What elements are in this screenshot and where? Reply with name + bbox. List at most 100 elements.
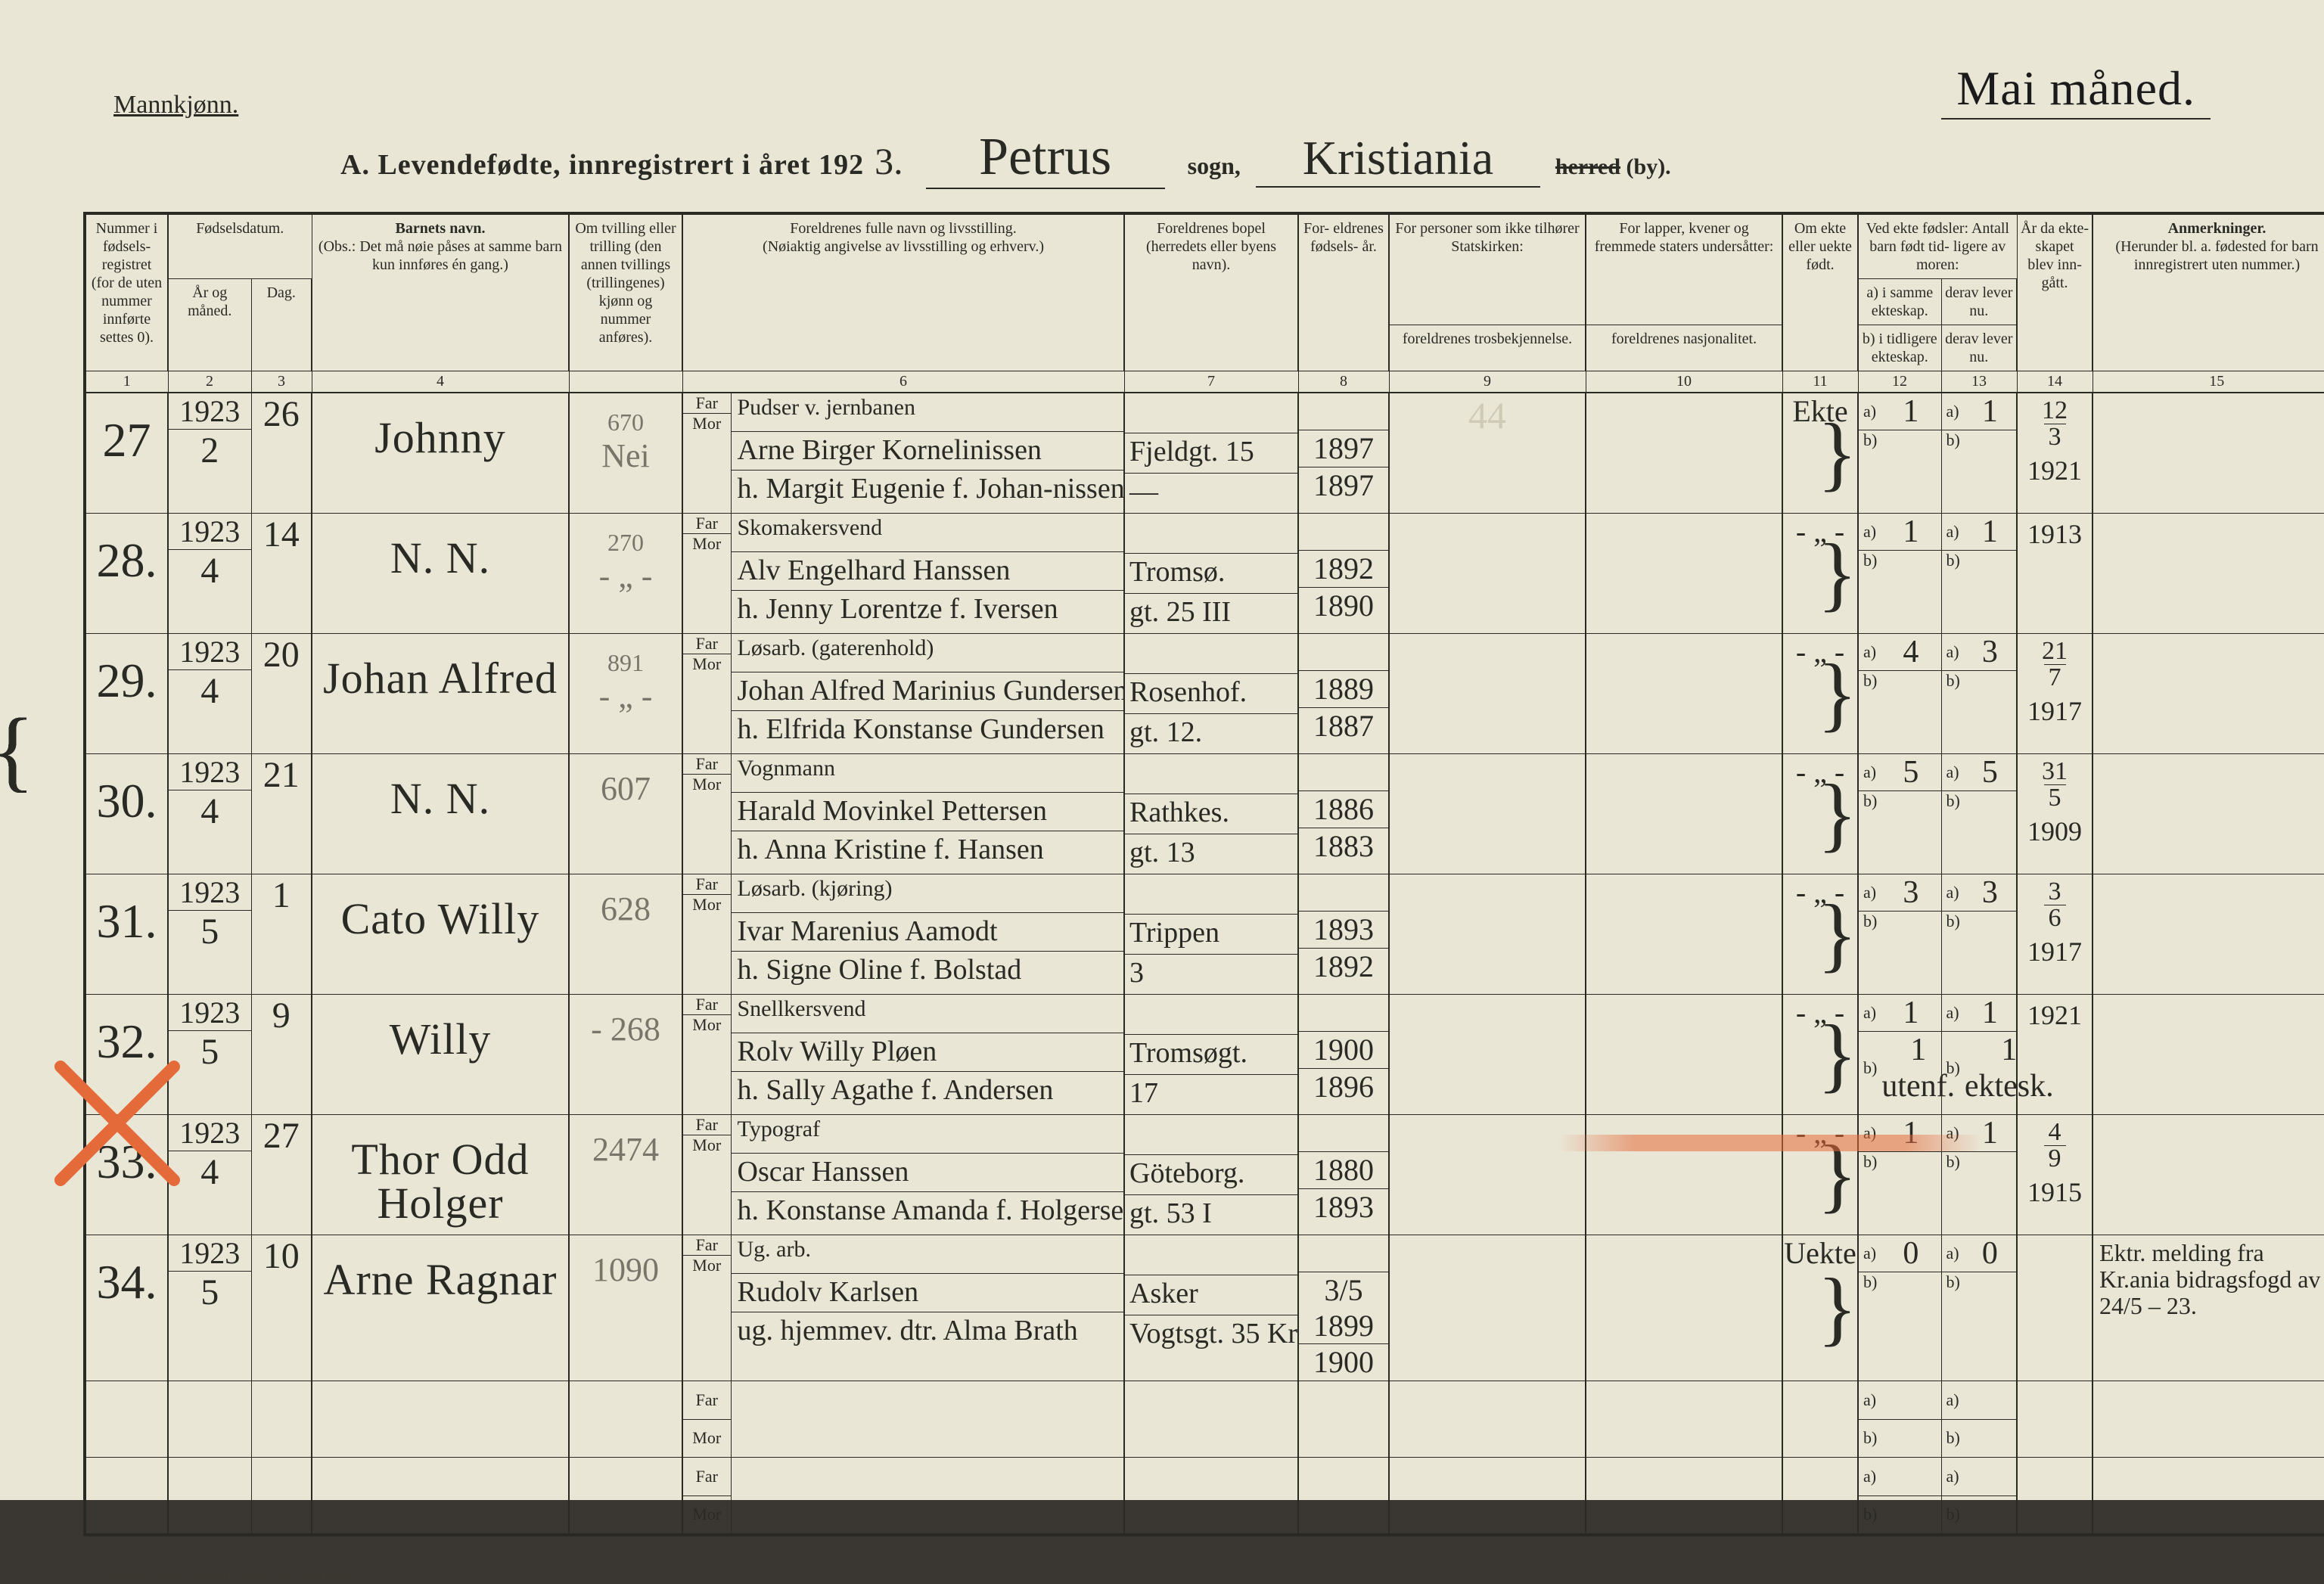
col12: a)0 b) — [1858, 1235, 1941, 1381]
col-3-hdr: Dag. — [251, 279, 312, 371]
register-table: Nummer i fødsels- registret (for de uten… — [83, 212, 2324, 1536]
col9 — [1389, 1235, 1586, 1381]
col9 — [1389, 1115, 1586, 1235]
col-12-b: b) i tidligere ekteskap. — [1858, 325, 1941, 371]
anmerkninger — [2093, 1115, 2324, 1235]
far-mor-labels: { Far Mor — [682, 514, 731, 634]
far-mor-labels: { Far Mor — [682, 634, 731, 754]
col10 — [1586, 393, 1782, 514]
col10 — [1586, 634, 1782, 754]
child-name: N. N. — [312, 754, 569, 874]
twin-cell: 607 — [569, 754, 682, 874]
ekte-cell: }- „ - — [1782, 634, 1858, 754]
parents-cell: SkomakersvendAlv Engelhard Hanssenh. Jen… — [731, 514, 1124, 634]
day: 1 — [251, 874, 312, 995]
twin-cell: - 268 — [569, 995, 682, 1115]
child-name: Arne Ragnar — [312, 1235, 569, 1381]
child-name: Johnny — [312, 393, 569, 514]
anmerkninger — [2093, 754, 2324, 874]
bopel-cell: Tromsø.gt. 25 III — [1124, 514, 1298, 634]
table-row: 33.1923427Thor Odd Holger2474{ Far MorTy… — [85, 1115, 2324, 1235]
child-name: N. N. — [312, 514, 569, 634]
anmerkninger — [2093, 634, 2324, 754]
ekte-cell: }Ekte — [1782, 393, 1858, 514]
register-page: Mannkjønn. Mai måned. A. Levendefødte, i… — [0, 0, 2324, 1500]
month-heading: Mai måned. — [1941, 61, 2211, 120]
table-row-empty: {FarMor a) b) a) b) — [85, 1458, 2324, 1536]
col-5-hdr: Om tvilling eller trilling (den annen tv… — [569, 213, 682, 371]
ekte-cell: }- „ - — [1782, 874, 1858, 995]
header-top: Mannkjønn. Mai måned. — [83, 61, 2241, 120]
col10 — [1586, 995, 1782, 1115]
title-print: A. Levendefødte, innregistrert i året 19… — [340, 148, 864, 182]
printer-footer: Steenske Boktrykkeri Johannes Bjørnstad. — [83, 1567, 2241, 1584]
col-14-hdr: År da ekte- skapet blev inn- gått. — [2017, 213, 2093, 371]
child-name: Thor Odd Holger — [312, 1115, 569, 1235]
parent-years: 18861883 — [1298, 754, 1389, 874]
table-row: 31.192351Cato Willy628{ Far MorLøsarb. (… — [85, 874, 2324, 995]
table-row: 30.1923421N. N.607{ Far MorVognmannHaral… — [85, 754, 2324, 874]
anmerkninger — [2093, 874, 2324, 995]
parent-years: 3/5 18991900 — [1298, 1235, 1389, 1381]
col-6-hdr: Foreldrenes fulle navn og livsstilling. … — [682, 213, 1124, 371]
parents-cell: Løsarb. (kjøring)Ivar Marenius Aamodth. … — [731, 874, 1124, 995]
col13: a)1 b) — [1941, 393, 2017, 514]
col10 — [1586, 754, 1782, 874]
parent-years: 19001896 — [1298, 995, 1389, 1115]
parents-cell: TypografOscar Hanssenh. Konstanse Amanda… — [731, 1115, 1124, 1235]
day: 10 — [251, 1235, 312, 1381]
bopel-cell: Fjeldgt. 15— — [1124, 393, 1298, 514]
col-9-hdr-top: For personer som ikke tilhører Statskirk… — [1389, 213, 1586, 325]
year-month: 19235 — [168, 1235, 251, 1381]
child-name: Cato Willy — [312, 874, 569, 995]
row-number: 32. — [85, 995, 168, 1115]
col-12-a: a) i samme ekteskap. — [1858, 279, 1941, 325]
col-date-hdr: Fødselsdatum. — [168, 213, 312, 279]
parent-years: 18931892 — [1298, 874, 1389, 995]
year-month: 19232 — [168, 393, 251, 514]
day: 21 — [251, 754, 312, 874]
col12: a)5 b) — [1858, 754, 1941, 874]
col13: a)0 b) — [1941, 1235, 2017, 1381]
col-8-hdr: For- eldrenes fødsels- år. — [1298, 213, 1389, 371]
table-row-empty: {FarMor a) b) a) b) — [85, 1381, 2324, 1458]
day: 26 — [251, 393, 312, 514]
table-body: 271923226Johnny670Nei{ Far MorPudser v. … — [85, 393, 2324, 1535]
day: 27 — [251, 1115, 312, 1235]
col12: a)1 b)1 utenf. — [1858, 995, 1941, 1115]
col10 — [1586, 1115, 1782, 1235]
parents-cell: Ug. arb.Rudolv Karlsenug. hjemmev. dtr. … — [731, 1235, 1124, 1381]
row-number: 29. — [85, 634, 168, 754]
header-line: A. Levendefødte, innregistrert i året 19… — [83, 127, 2241, 189]
col13: a)1 b) — [1941, 514, 2017, 634]
col14 — [2017, 1235, 2093, 1381]
table-row: 271923226Johnny670Nei{ Far MorPudser v. … — [85, 393, 2324, 514]
col-2-hdr: År og måned. — [168, 279, 251, 371]
col13: a)3 b) — [1941, 874, 2017, 995]
sogn-label: sogn, — [1188, 152, 1241, 180]
bopel-cell: Rosenhof.gt. 12. — [1124, 634, 1298, 754]
parents-cell: Løsarb. (gaterenhold)Johan Alfred Marini… — [731, 634, 1124, 754]
col-9-hdr-sub: foreldrenes trosbekjennelse. — [1389, 325, 1586, 371]
bopel-cell: Rathkes.gt. 13 — [1124, 754, 1298, 874]
col10 — [1586, 1235, 1782, 1381]
col14: 1913 — [2017, 514, 2093, 634]
bopel-cell: Göteborg.gt. 53 I — [1124, 1115, 1298, 1235]
twin-cell: 2474 — [569, 1115, 682, 1235]
title-year-hand: 3. — [875, 139, 903, 183]
parents-cell: Pudser v. jernbanenArne Birger Kornelini… — [731, 393, 1124, 514]
far-mor-labels: { Far Mor — [682, 874, 731, 995]
day: 20 — [251, 634, 312, 754]
col-1-hdr: Nummer i fødsels- registret (for de uten… — [85, 213, 168, 371]
col9 — [1389, 995, 1586, 1115]
parents-cell: VognmannHarald Movinkel Pettersenh. Anna… — [731, 754, 1124, 874]
row-number: 30. — [85, 754, 168, 874]
col9 — [1389, 874, 1586, 995]
ekte-cell: }Uekte — [1782, 1235, 1858, 1381]
col14: 491915 — [2017, 1115, 2093, 1235]
col12: a)1 b) — [1858, 393, 1941, 514]
col13: a)1 b) — [1941, 1115, 2017, 1235]
col13: a)5 b) — [1941, 754, 2017, 874]
table-row: 28.1923414N. N.270- „ -{ Far MorSkomaker… — [85, 514, 2324, 634]
anmerkninger: Ektr. melding fra Kr.ania bidragsfogd av… — [2093, 1235, 2324, 1381]
